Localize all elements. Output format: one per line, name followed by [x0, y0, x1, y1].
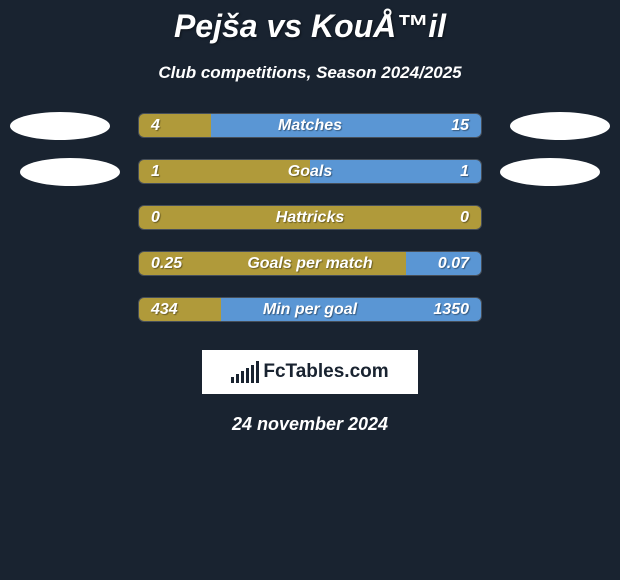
logo-text: FcTables.com: [263, 361, 388, 383]
stat-label: Goals per match: [247, 255, 372, 273]
stat-value-left: 434: [151, 301, 178, 319]
logo-bar-item: [236, 374, 239, 383]
stat-value-left: 0.25: [151, 255, 182, 273]
player-right-ellipse: [510, 112, 610, 140]
stats-area: 4 15 Matches 1 1 Goals 0 0 Hattricks 0.25 0.07 Goal…: [0, 113, 620, 322]
logo-bar-item: [241, 371, 244, 383]
player-right-ellipse: [500, 158, 600, 186]
stat-value-right: 1: [460, 163, 469, 181]
date-text: 24 november 2024: [232, 414, 388, 435]
stat-value-right: 0: [460, 209, 469, 227]
stat-value-right: 1350: [433, 301, 469, 319]
player-left-ellipse: [20, 158, 120, 186]
stat-row: 0.25 0.07 Goals per match: [0, 251, 620, 276]
stat-value-right: 15: [451, 117, 469, 135]
bar-fill-left: [139, 114, 211, 137]
stat-row: 4 15 Matches: [0, 113, 620, 138]
stat-bar: 1 1 Goals: [138, 159, 482, 184]
logo-box[interactable]: FcTables.com: [202, 350, 418, 394]
stat-bar: 4 15 Matches: [138, 113, 482, 138]
bar-fill-left: [139, 160, 310, 183]
stat-label: Matches: [278, 117, 342, 135]
logo-content: FcTables.com: [231, 361, 388, 383]
stat-label: Hattricks: [276, 209, 344, 227]
bar-fill-right: [211, 114, 481, 137]
logo-bars-icon: [231, 361, 259, 383]
logo-bar-item: [256, 361, 259, 383]
player-left-ellipse: [10, 112, 110, 140]
stat-label: Min per goal: [263, 301, 357, 319]
page-title: Pejša vs KouÅ™il: [174, 8, 446, 45]
stat-bar: 0.25 0.07 Goals per match: [138, 251, 482, 276]
bar-fill-right: [310, 160, 481, 183]
stat-value-left: 4: [151, 117, 160, 135]
stat-row: 1 1 Goals: [0, 159, 620, 184]
subtitle: Club competitions, Season 2024/2025: [158, 63, 461, 83]
stat-row: 0 0 Hattricks: [0, 205, 620, 230]
stat-bar: 0 0 Hattricks: [138, 205, 482, 230]
stat-bar: 434 1350 Min per goal: [138, 297, 482, 322]
stat-value-left: 1: [151, 163, 160, 181]
logo-bar-item: [231, 377, 234, 383]
stat-value-left: 0: [151, 209, 160, 227]
stat-row: 434 1350 Min per goal: [0, 297, 620, 322]
logo-bar-item: [246, 368, 249, 383]
logo-bar-item: [251, 365, 254, 383]
main-container: Pejša vs KouÅ™il Club competitions, Seas…: [0, 0, 620, 435]
stat-label: Goals: [288, 163, 332, 181]
stat-value-right: 0.07: [438, 255, 469, 273]
